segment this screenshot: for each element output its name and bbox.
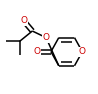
Text: O: O: [34, 47, 41, 56]
Text: O: O: [43, 33, 50, 42]
Text: O: O: [20, 16, 27, 25]
Text: O: O: [79, 47, 86, 56]
